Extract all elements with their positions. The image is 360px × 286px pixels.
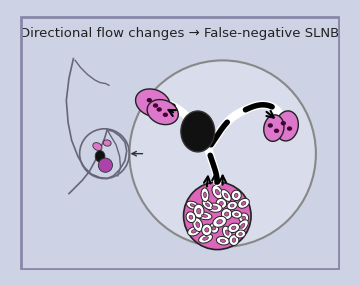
Ellipse shape (216, 237, 229, 245)
Ellipse shape (202, 224, 212, 236)
Ellipse shape (197, 208, 201, 214)
Ellipse shape (227, 201, 237, 210)
Ellipse shape (228, 223, 239, 233)
Ellipse shape (163, 113, 168, 117)
Circle shape (184, 182, 251, 250)
Ellipse shape (201, 214, 208, 217)
Ellipse shape (264, 115, 284, 141)
Ellipse shape (207, 203, 222, 212)
Ellipse shape (93, 143, 102, 150)
Ellipse shape (242, 216, 246, 220)
Ellipse shape (240, 223, 245, 229)
Ellipse shape (153, 103, 158, 108)
Ellipse shape (231, 210, 242, 218)
Ellipse shape (196, 222, 200, 227)
Ellipse shape (235, 230, 246, 238)
Ellipse shape (241, 201, 246, 205)
Ellipse shape (186, 212, 196, 223)
Circle shape (129, 60, 316, 247)
Ellipse shape (229, 235, 239, 245)
Ellipse shape (234, 193, 238, 198)
Circle shape (98, 158, 112, 172)
Ellipse shape (213, 216, 226, 227)
Ellipse shape (201, 188, 209, 202)
Ellipse shape (231, 190, 241, 201)
Ellipse shape (238, 198, 249, 208)
Ellipse shape (186, 201, 199, 209)
Ellipse shape (221, 208, 232, 220)
Ellipse shape (209, 223, 219, 233)
Ellipse shape (193, 218, 203, 231)
Ellipse shape (220, 239, 225, 242)
Ellipse shape (203, 237, 208, 240)
Ellipse shape (216, 198, 226, 208)
Ellipse shape (192, 230, 196, 233)
Ellipse shape (225, 212, 229, 216)
Ellipse shape (221, 190, 231, 201)
Ellipse shape (203, 192, 206, 198)
Ellipse shape (136, 89, 170, 117)
Ellipse shape (95, 150, 105, 162)
Ellipse shape (194, 204, 204, 218)
Ellipse shape (205, 228, 209, 232)
Ellipse shape (212, 206, 218, 209)
Ellipse shape (232, 238, 236, 242)
Ellipse shape (239, 213, 249, 223)
Ellipse shape (103, 140, 111, 146)
Ellipse shape (199, 234, 212, 243)
Ellipse shape (189, 215, 193, 219)
Ellipse shape (287, 126, 292, 131)
Ellipse shape (190, 204, 195, 207)
Ellipse shape (147, 98, 152, 102)
Ellipse shape (197, 212, 212, 220)
Ellipse shape (188, 227, 200, 236)
Ellipse shape (267, 123, 273, 128)
Ellipse shape (212, 227, 216, 230)
Ellipse shape (212, 185, 223, 199)
Ellipse shape (275, 111, 298, 141)
Ellipse shape (274, 129, 279, 133)
Ellipse shape (231, 226, 236, 230)
Ellipse shape (202, 200, 213, 210)
Text: Directional flow changes → False-negative SLNB: Directional flow changes → False-negativ… (21, 27, 339, 40)
Ellipse shape (281, 121, 286, 126)
Ellipse shape (157, 107, 162, 112)
Ellipse shape (217, 220, 222, 224)
Ellipse shape (225, 230, 229, 235)
Ellipse shape (237, 220, 248, 232)
Ellipse shape (224, 193, 228, 198)
Ellipse shape (181, 111, 215, 152)
Ellipse shape (215, 189, 220, 195)
Ellipse shape (206, 203, 210, 207)
Ellipse shape (239, 233, 242, 235)
Ellipse shape (230, 204, 234, 207)
Ellipse shape (219, 201, 223, 205)
Ellipse shape (235, 213, 239, 216)
Ellipse shape (222, 226, 232, 239)
Ellipse shape (147, 100, 178, 125)
